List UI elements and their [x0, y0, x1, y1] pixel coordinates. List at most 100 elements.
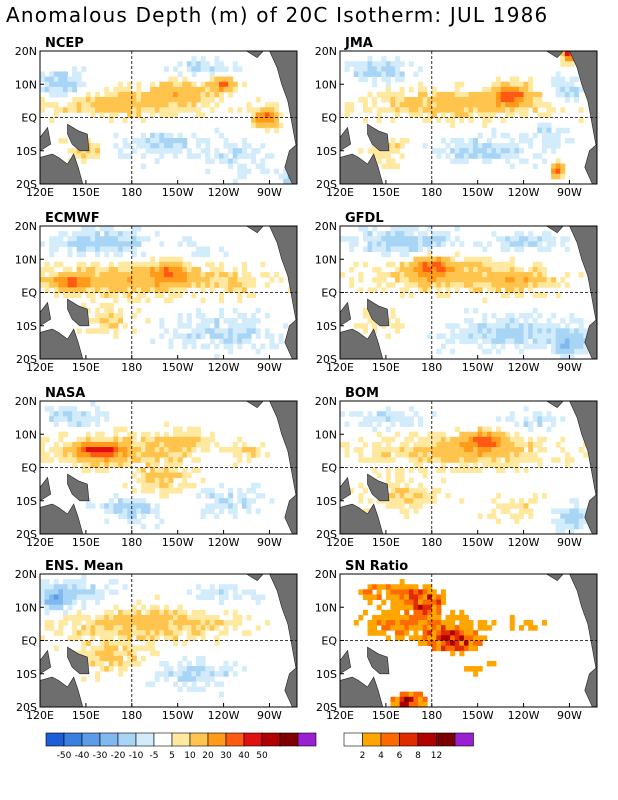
field-cell	[514, 76, 520, 83]
field-cell	[118, 436, 124, 443]
field-cell	[196, 277, 202, 283]
field-cell	[95, 246, 101, 252]
field-cell	[196, 251, 202, 258]
field-cell	[205, 282, 211, 288]
field-cell	[113, 579, 119, 585]
field-cell	[228, 282, 234, 288]
field-cell	[72, 241, 78, 247]
field-cell	[454, 158, 460, 164]
field-cell	[518, 97, 524, 103]
field-cell	[104, 282, 110, 288]
field-cell	[85, 231, 91, 237]
field-cell	[583, 348, 589, 355]
field-cell	[431, 625, 437, 631]
field-cell	[569, 333, 575, 339]
field-cell	[463, 102, 469, 108]
field-cell	[564, 343, 570, 350]
field-cell	[445, 282, 451, 288]
field-cell	[367, 318, 373, 324]
land-mass	[584, 143, 597, 184]
field-cell	[58, 241, 64, 247]
field-cell	[399, 604, 405, 611]
field-cell	[76, 609, 82, 616]
field-cell	[477, 513, 483, 520]
field-cell	[154, 462, 160, 468]
field-cell	[159, 482, 165, 489]
field-cell	[90, 620, 96, 626]
field-cell	[223, 86, 229, 93]
field-cell	[228, 620, 234, 626]
field-cell	[408, 416, 414, 422]
field-cell	[173, 272, 179, 278]
field-cell	[246, 318, 252, 324]
field-cell	[376, 241, 382, 247]
field-cell	[555, 528, 561, 534]
field-cell	[574, 503, 580, 509]
field-cell	[177, 630, 183, 636]
x-tick-label: 150W	[162, 709, 194, 722]
field-cell	[528, 426, 534, 433]
field-cell	[395, 143, 401, 149]
field-cell	[445, 91, 451, 98]
field-cell	[76, 416, 82, 422]
field-cell	[440, 462, 446, 468]
field-cell	[390, 107, 396, 113]
field-cell	[177, 266, 183, 273]
field-cell	[131, 609, 137, 616]
field-cell	[505, 97, 511, 103]
field-cell	[53, 76, 59, 83]
field-cell	[113, 143, 119, 149]
field-cell	[131, 231, 137, 237]
field-cell	[104, 609, 110, 616]
field-cell	[232, 287, 238, 293]
field-cell	[264, 328, 270, 334]
field-cell	[186, 630, 192, 636]
field-cell	[408, 477, 414, 484]
field-cell	[395, 328, 401, 334]
field-cell	[122, 452, 128, 458]
field-cell	[551, 76, 557, 83]
field-cell	[191, 328, 197, 334]
field-cell	[186, 323, 192, 329]
field-cell	[264, 282, 270, 288]
field-cell	[85, 282, 91, 288]
field-cell	[127, 241, 133, 247]
field-cell	[564, 236, 570, 242]
field-cell	[108, 640, 114, 647]
field-cell	[150, 81, 156, 88]
field-cell	[399, 323, 405, 329]
field-cell	[500, 462, 506, 468]
field-cell	[454, 614, 460, 621]
field-cell	[491, 333, 497, 339]
field-cell	[99, 431, 105, 438]
field-cell	[422, 86, 428, 93]
field-cell	[251, 158, 257, 164]
field-cell	[372, 452, 378, 458]
field-cell	[62, 272, 68, 278]
y-tick-label: 10S	[316, 320, 337, 333]
field-cell	[214, 282, 220, 288]
field-cell	[404, 236, 410, 242]
x-tick-label: 150W	[462, 709, 494, 722]
field-cell	[223, 66, 229, 72]
field-cell	[569, 523, 575, 530]
field-cell	[509, 153, 515, 159]
field-cell	[150, 467, 156, 474]
field-cell	[422, 609, 428, 616]
field-cell	[228, 343, 234, 350]
field-cell	[136, 287, 142, 293]
field-cell	[81, 102, 87, 108]
field-cell	[445, 236, 451, 242]
field-cell	[209, 66, 215, 72]
field-cell	[376, 441, 382, 448]
field-cell	[72, 231, 78, 237]
field-cell	[173, 441, 179, 448]
field-cell	[81, 421, 87, 427]
field-cell	[136, 498, 142, 504]
field-cell	[127, 640, 133, 647]
field-cell	[509, 112, 515, 118]
field-cell	[191, 86, 197, 93]
field-cell	[251, 452, 257, 458]
field-cell	[159, 132, 165, 139]
field-cell	[454, 457, 460, 463]
